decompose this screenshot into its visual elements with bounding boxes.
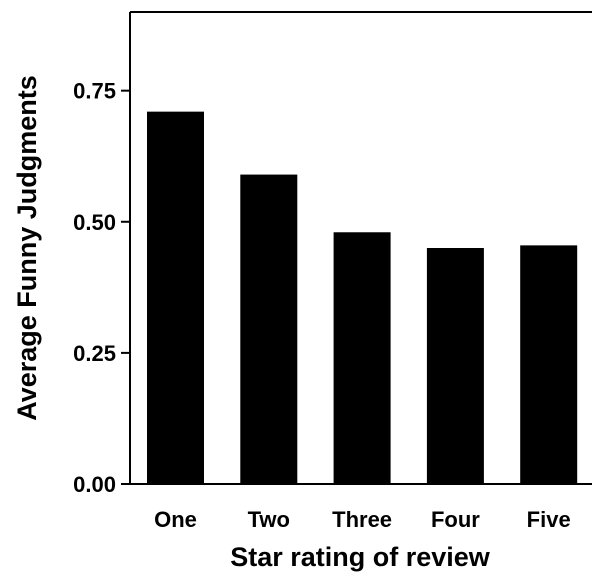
bar-three — [333, 232, 391, 484]
bar-two — [240, 174, 298, 485]
x-category-label: Two — [248, 507, 290, 532]
y-tick-label: 0.25 — [73, 341, 116, 366]
x-category-label: Four — [431, 507, 480, 532]
bar-four — [426, 248, 484, 484]
y-axis-ticks: 0.00 0.25 0.50 0.75 — [73, 79, 130, 497]
x-axis-title: Star rating of review — [230, 542, 491, 572]
x-category-label: Five — [527, 507, 571, 532]
bars — [147, 111, 578, 485]
y-tick-label: 0.50 — [73, 210, 116, 235]
x-category-label: Three — [332, 507, 392, 532]
bar-one — [147, 111, 204, 485]
x-axis-category-labels: One Two Three Four Five — [154, 507, 571, 532]
y-axis-title: Average Funny Judgments — [12, 75, 42, 421]
y-tick-label: 0.00 — [73, 472, 116, 497]
x-category-label: One — [154, 507, 197, 532]
y-tick-label: 0.75 — [73, 79, 116, 104]
bar-five — [520, 245, 578, 484]
